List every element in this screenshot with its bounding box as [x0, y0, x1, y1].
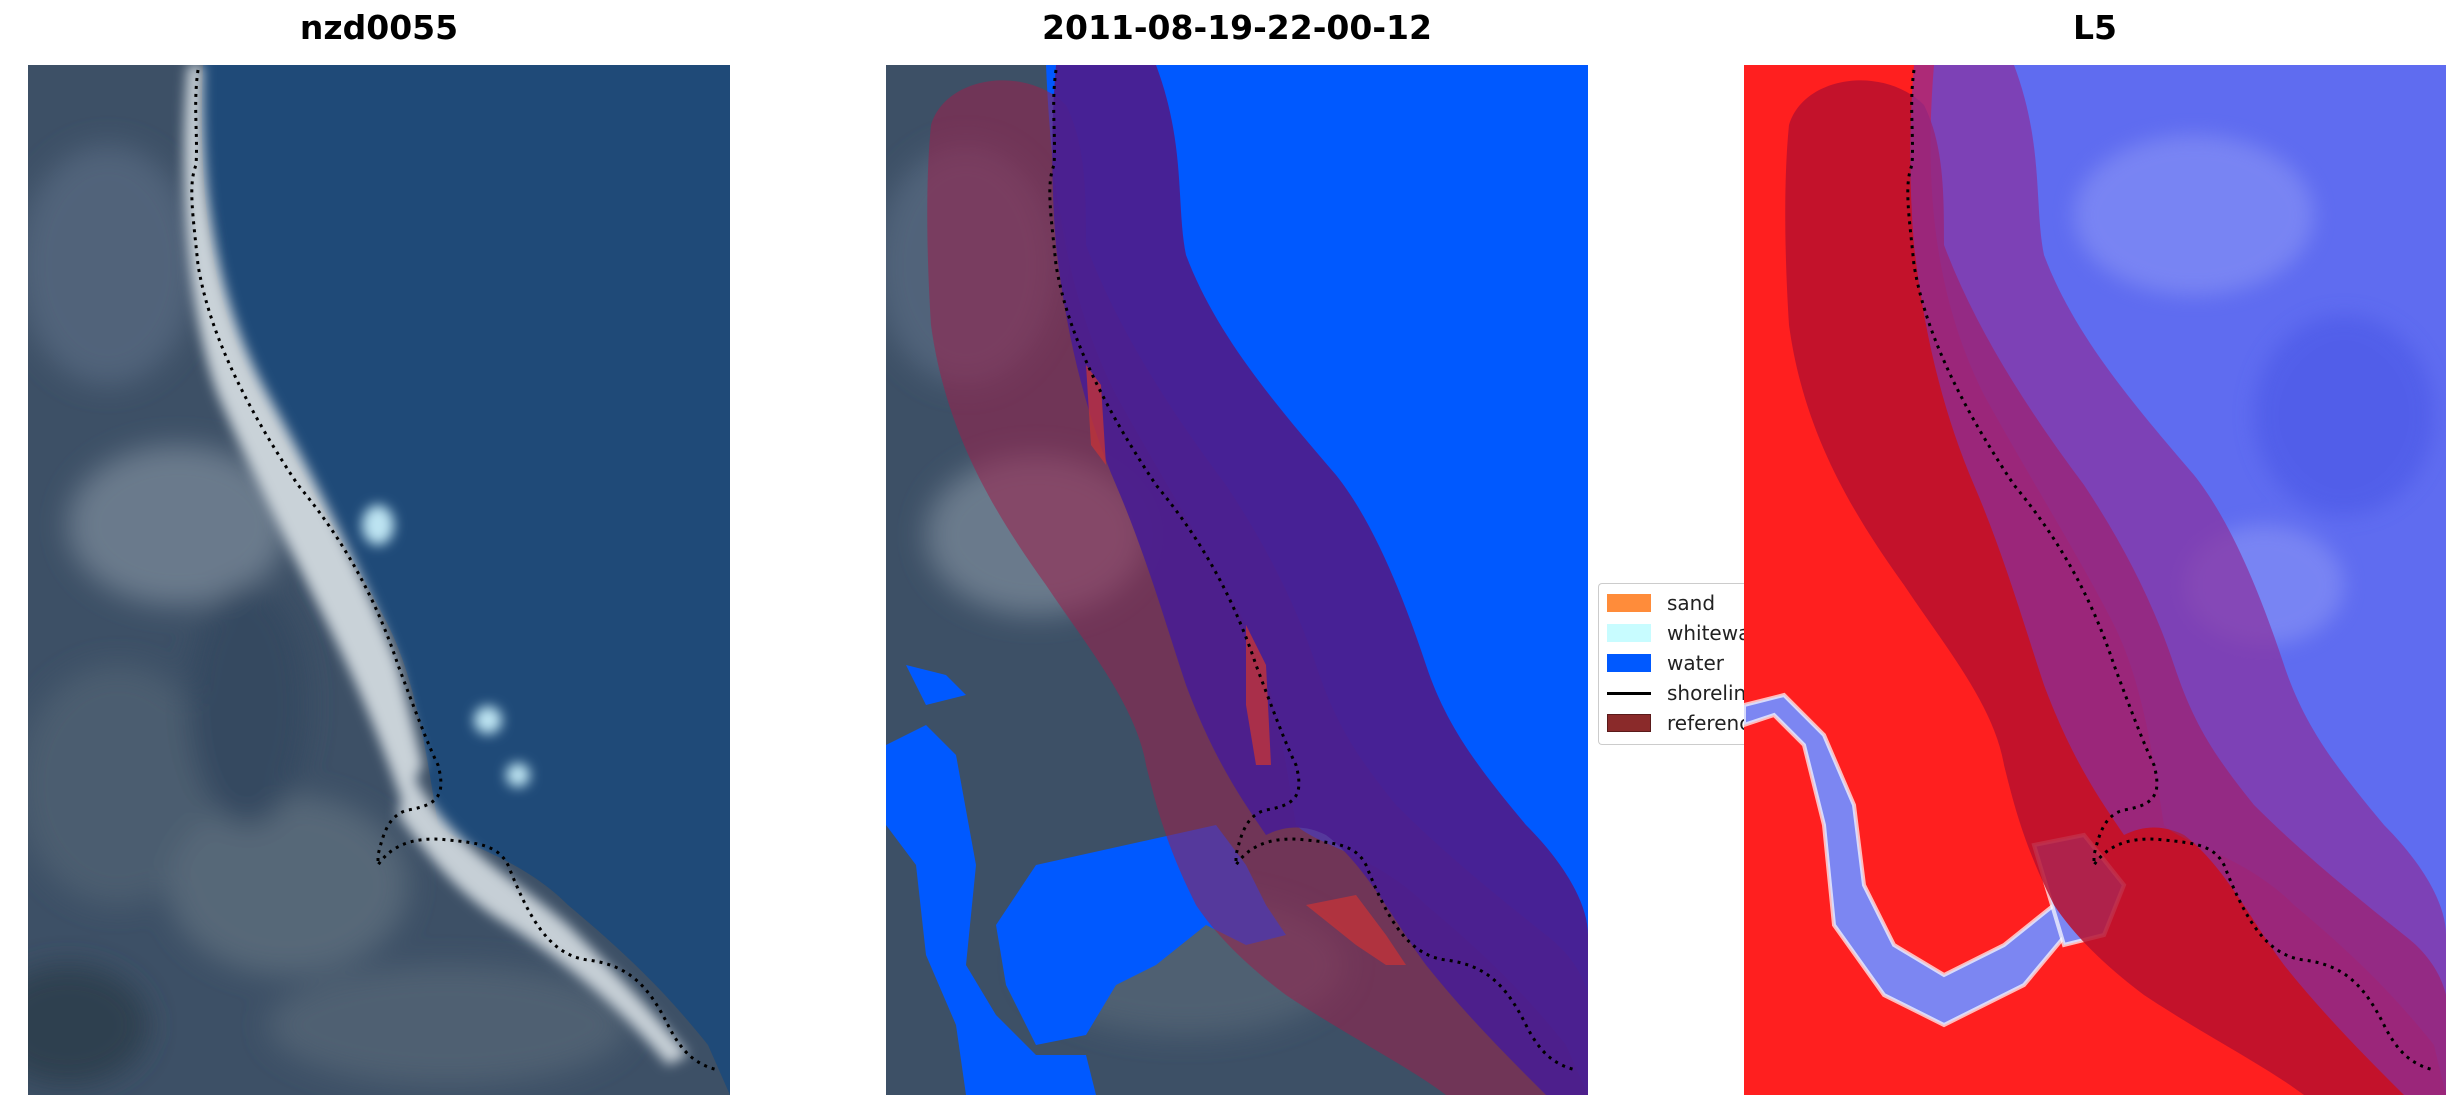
legend-label: reference [1667, 711, 1746, 735]
legend-label: water [1667, 651, 1724, 675]
legend-item-whitewater: whitewater [1607, 618, 1746, 648]
legend: sand whitewater water shoreline referenc… [1598, 583, 1746, 745]
index-panel [1744, 65, 2446, 1095]
legend-label: sand [1667, 591, 1716, 615]
shoreline-line [190, 69, 719, 1072]
classification-image [886, 65, 1588, 1095]
rgb-image-panel [28, 65, 730, 1095]
sand-swatch [1607, 594, 1651, 612]
legend-label: shoreline [1667, 681, 1746, 705]
reference-swatch [1607, 714, 1651, 732]
panel-title-date: 2011-08-19-22-00-12 [1042, 8, 1432, 47]
panel-title-satellite: L5 [2073, 8, 2117, 47]
shoreline-line [1048, 69, 1577, 1072]
legend-label: whitewater [1667, 621, 1746, 645]
water-swatch [1607, 654, 1651, 672]
legend-item-sand: sand [1607, 588, 1715, 618]
panel-title-image-id: nzd0055 [299, 8, 459, 47]
legend-item-water: water [1607, 648, 1724, 678]
classification-panel [886, 65, 1588, 1095]
shoreline-swatch [1607, 691, 1651, 695]
legend-item-shoreline: shoreline [1607, 678, 1746, 708]
whitewater-swatch [1607, 624, 1651, 642]
legend-item-reference: reference [1607, 708, 1746, 738]
shoreline-line [1906, 69, 2435, 1072]
rgb-satellite-image [28, 65, 730, 1095]
water-index-image [1744, 65, 2446, 1095]
